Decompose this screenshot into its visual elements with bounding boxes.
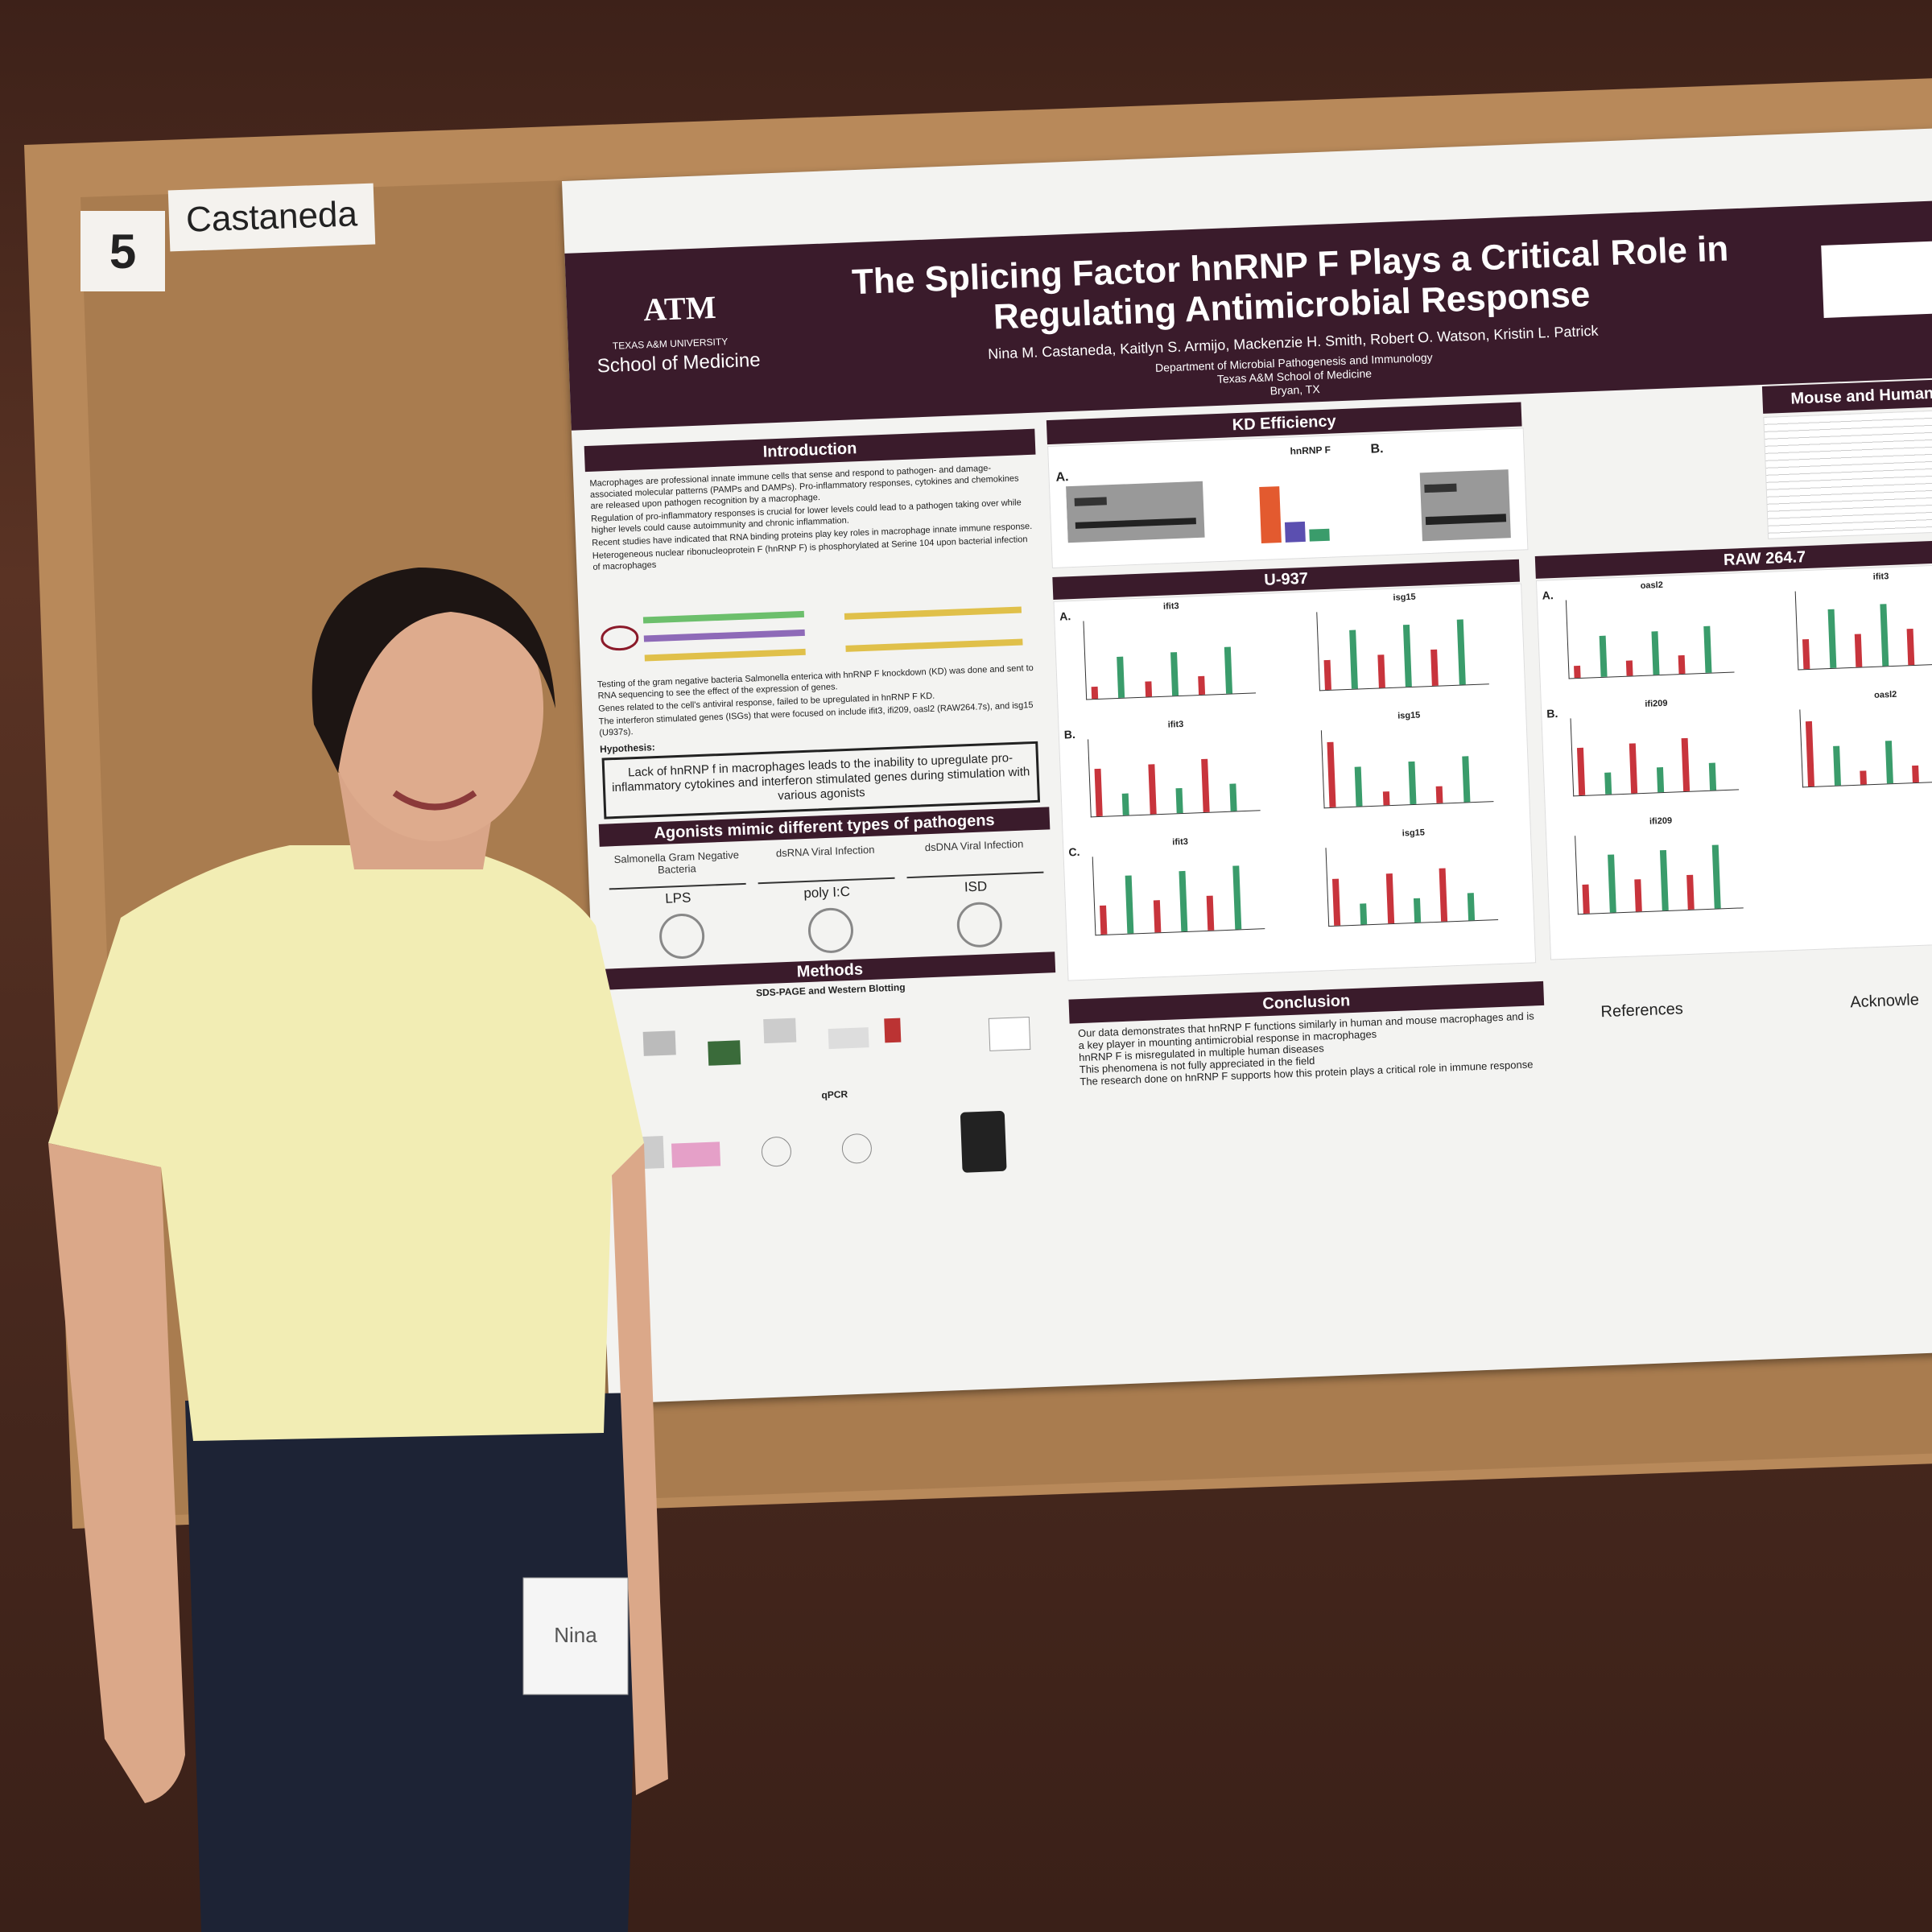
poster: ATM TEXAS A&M UNIVERSITY School of Medic… bbox=[562, 126, 1932, 1404]
kd-panel: A. hnRNP F B. bbox=[1047, 427, 1529, 568]
shirt bbox=[48, 845, 644, 1441]
badge-name: Nina bbox=[554, 1623, 597, 1647]
blots bbox=[1066, 469, 1511, 543]
intro-figure bbox=[601, 606, 1023, 662]
methods-figure bbox=[642, 1016, 1031, 1066]
badge bbox=[522, 1577, 629, 1695]
smile bbox=[392, 790, 477, 811]
board-number: 5 bbox=[80, 211, 165, 291]
hair bbox=[312, 568, 555, 773]
pants bbox=[185, 1393, 644, 1932]
arm bbox=[48, 1143, 185, 1803]
arm bbox=[612, 1143, 668, 1795]
